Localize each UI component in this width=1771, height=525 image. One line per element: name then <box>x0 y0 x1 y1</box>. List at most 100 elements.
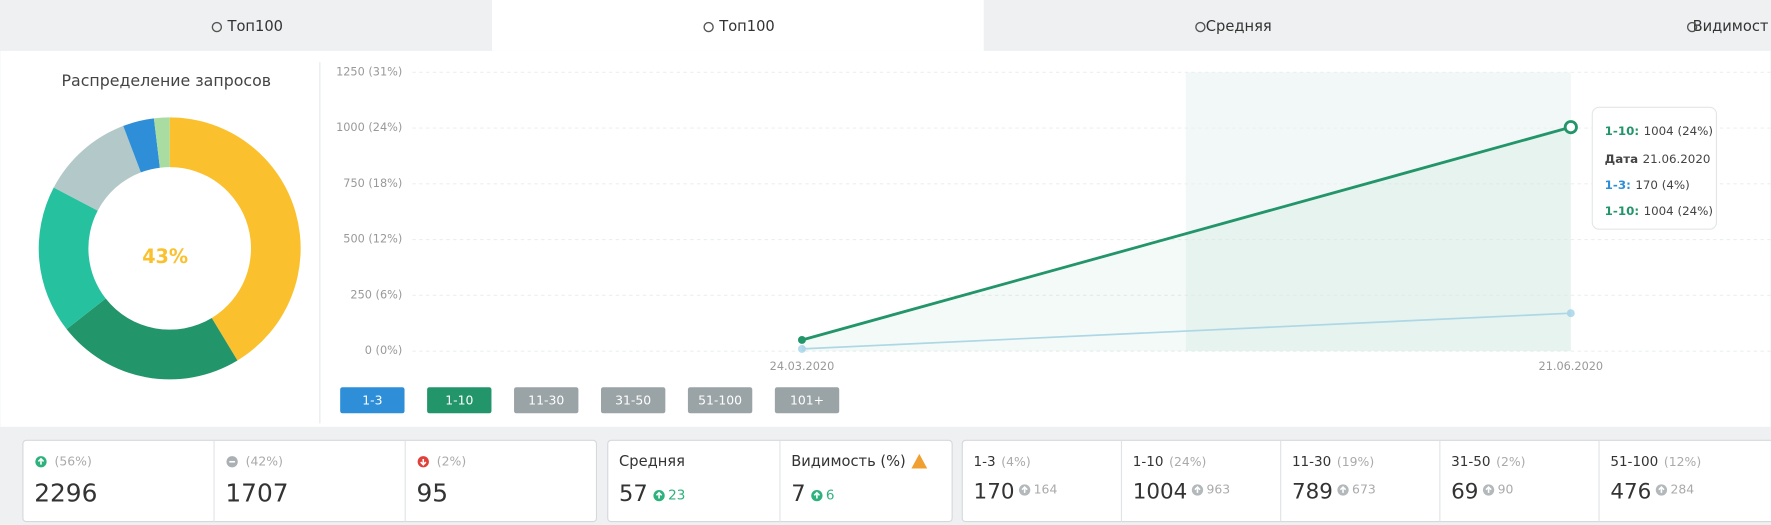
tab[interactable] <box>0 0 493 51</box>
donut-segment <box>38 187 106 330</box>
tooltip-line: 1-3: 170 (4%) <box>1605 178 1690 192</box>
position-pct: (19%) <box>1337 453 1374 468</box>
y-tick-label: 0 (0%) <box>365 344 402 357</box>
icon-glyph <box>813 491 821 499</box>
y-tick-label: 750 (18%) <box>343 177 402 190</box>
legend-button[interactable] <box>774 387 840 414</box>
tab-icon <box>1686 21 1698 33</box>
tab-icon <box>211 21 223 33</box>
stat-value: 95 <box>417 479 449 508</box>
x-tick-label: 24.03.2020 <box>770 360 835 373</box>
tab[interactable] <box>492 0 984 51</box>
position-label: 11-30 <box>1292 454 1331 470</box>
icon-glyph <box>1658 485 1665 493</box>
point <box>1566 309 1575 318</box>
tooltip-value: 21.06.2020 <box>1643 152 1711 166</box>
donut-segment <box>123 118 160 173</box>
tab-label: Средняя <box>1206 18 1272 35</box>
legend-button[interactable] <box>687 387 753 414</box>
legend-label: 31-50 <box>615 392 651 407</box>
stat-label: Видимость (%) <box>791 453 906 470</box>
legend-label: 1-3 <box>362 392 382 407</box>
stat-change: 23 <box>668 488 685 504</box>
stat-box <box>961 439 1771 523</box>
stat-label: 51-100 (12%) <box>1610 453 1701 470</box>
legend-button[interactable] <box>427 387 492 414</box>
y-tick-label: 250 (6%) <box>350 288 402 301</box>
tooltip-label: 1-10: <box>1605 123 1639 137</box>
tooltip-line: Дата 21.06.2020 <box>1605 152 1711 166</box>
tab[interactable] <box>1475 0 1771 51</box>
donut-segment <box>153 117 170 168</box>
stat-pct: (2%) <box>437 453 466 468</box>
icon-glyph <box>1339 485 1347 493</box>
icon-glyph <box>1194 485 1201 493</box>
stat-previous: 164 <box>1034 482 1058 497</box>
stat-value: 7 <box>791 481 805 507</box>
position-pct: (12%) <box>1664 453 1701 468</box>
icon-glyph <box>420 458 427 466</box>
stat-label: Средняя <box>619 453 685 470</box>
tab-icon <box>703 21 714 33</box>
tooltip-label: 1-10: <box>1605 204 1639 218</box>
position-label: 1-3 <box>974 454 996 470</box>
donut-center-label: 43% <box>142 245 188 268</box>
donut-segment <box>169 117 301 361</box>
icon-glyph <box>1485 485 1492 493</box>
tooltip-line: 1-10: 1004 (24%) <box>1605 204 1713 218</box>
position-label: 1-10 <box>1133 454 1164 470</box>
stat-previous: 963 <box>1207 482 1231 497</box>
x-tick-label: 21.06.2020 <box>1539 360 1604 373</box>
highlight-region <box>1185 72 1571 352</box>
icon-glyph <box>655 491 663 499</box>
tooltip-line: 1-10: 1004 (24%) <box>1605 123 1713 137</box>
stat-box <box>22 439 598 523</box>
point <box>1563 120 1578 135</box>
warning-icon <box>911 453 928 469</box>
y-tick-label: 500 (12%) <box>343 233 402 246</box>
stat-value: 789 <box>1292 479 1333 504</box>
tab-icon <box>1195 21 1206 33</box>
position-pct: (4%) <box>1001 453 1030 468</box>
legend-button[interactable] <box>340 387 405 414</box>
stat-value: 69 <box>1451 479 1478 504</box>
stat-pct: (56%) <box>55 453 92 468</box>
y-tick-label: 1000 (24%) <box>336 121 402 134</box>
line <box>801 125 1572 342</box>
legend-button[interactable] <box>514 387 579 414</box>
stat-change: 6 <box>826 488 835 504</box>
position-label: 51-100 <box>1610 454 1658 470</box>
tab-label: Топ100 <box>718 18 774 35</box>
legend-label: 101+ <box>790 392 824 407</box>
line <box>801 312 1571 350</box>
tooltip-value: 170 (4%) <box>1635 178 1689 192</box>
icon-glyph <box>37 457 45 465</box>
legend-button[interactable] <box>600 387 666 414</box>
tab-label: Видимост <box>1693 18 1769 35</box>
point <box>798 336 806 344</box>
tooltip <box>1591 106 1718 230</box>
stat-previous: 673 <box>1352 482 1376 497</box>
stat-label: 1-3 (4%) <box>974 453 1031 470</box>
tooltip-value: 1004 (24%) <box>1644 123 1713 137</box>
stat-value: 1707 <box>225 479 288 508</box>
tab[interactable] <box>983 0 1476 51</box>
legend-label: 51-100 <box>698 392 742 407</box>
legend-label: 1-10 <box>445 392 473 407</box>
tooltip-label: 1-3: <box>1605 178 1631 192</box>
stat-previous: 90 <box>1498 482 1514 497</box>
stat-previous: 284 <box>1670 482 1694 497</box>
position-pct: (24%) <box>1169 453 1206 468</box>
donut-segment <box>66 298 238 380</box>
stat-value: 476 <box>1610 479 1651 504</box>
donut-title: Распределение запросов <box>62 71 272 90</box>
y-tick-label: 1250 (31%) <box>336 65 402 78</box>
stat-label: 11-30 (19%) <box>1292 453 1374 470</box>
donut-segment <box>53 125 141 211</box>
tooltip-label: Дата <box>1605 152 1638 166</box>
tooltip-value: 1004 (24%) <box>1644 204 1713 218</box>
point <box>798 344 806 353</box>
stat-label: 1-10 (24%) <box>1133 453 1207 470</box>
